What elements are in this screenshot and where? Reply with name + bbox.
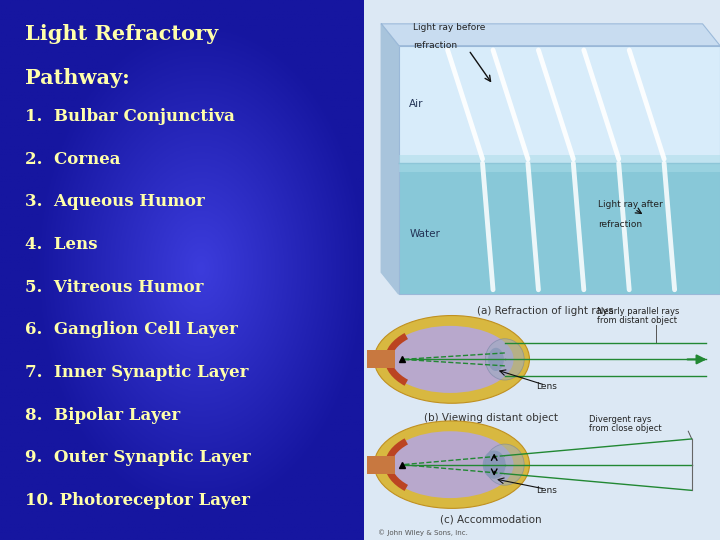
Text: Light Refractory: Light Refractory (25, 24, 219, 44)
Text: (a) Refraction of light rays: (a) Refraction of light rays (477, 306, 613, 316)
Text: refraction: refraction (413, 41, 456, 50)
Text: 4.  Lens: 4. Lens (25, 236, 98, 253)
Text: 8.  Bipolar Layer: 8. Bipolar Layer (25, 407, 181, 423)
Bar (366, 456, 395, 474)
Text: 1.  Bulbar Conjunctiva: 1. Bulbar Conjunctiva (25, 108, 235, 125)
Text: 6.  Ganglion Cell Layer: 6. Ganglion Cell Layer (25, 321, 238, 338)
Polygon shape (382, 24, 399, 294)
Text: (c) Accommodation: (c) Accommodation (440, 515, 541, 524)
Text: © John Wiley & Sons, Inc.: © John Wiley & Sons, Inc. (378, 529, 468, 536)
Text: Air: Air (409, 99, 423, 109)
Ellipse shape (485, 339, 524, 380)
Text: Divergent rays: Divergent rays (590, 415, 652, 424)
Text: Light ray after: Light ray after (598, 200, 662, 209)
Text: 7.  Inner Synaptic Layer: 7. Inner Synaptic Layer (25, 364, 249, 381)
Text: (b) Viewing distant object: (b) Viewing distant object (423, 413, 558, 423)
Text: from distant object: from distant object (596, 316, 677, 325)
Text: Nearly parallel rays: Nearly parallel rays (596, 307, 679, 316)
Text: Water: Water (409, 230, 440, 239)
Ellipse shape (485, 444, 524, 485)
Ellipse shape (387, 431, 513, 498)
Text: refraction: refraction (598, 220, 642, 228)
Bar (399, 154, 720, 172)
Text: Pathway:: Pathway: (25, 68, 130, 87)
Ellipse shape (482, 450, 505, 479)
Bar (399, 46, 720, 163)
Text: Lens: Lens (536, 486, 557, 495)
Bar (399, 163, 720, 294)
Text: 5.  Vitreous Humor: 5. Vitreous Humor (25, 279, 204, 295)
Text: Light ray before: Light ray before (413, 23, 485, 32)
Ellipse shape (374, 315, 529, 403)
Ellipse shape (488, 348, 504, 371)
Ellipse shape (374, 421, 529, 508)
Bar (366, 350, 395, 368)
Bar (399, 46, 720, 294)
Ellipse shape (387, 326, 513, 393)
Text: from close object: from close object (590, 424, 662, 433)
Text: 10. Photoreceptor Layer: 10. Photoreceptor Layer (25, 492, 251, 509)
Text: 3.  Aqueous Humor: 3. Aqueous Humor (25, 193, 205, 210)
Polygon shape (382, 24, 720, 46)
Text: 2.  Cornea: 2. Cornea (25, 151, 121, 167)
Text: 9.  Outer Synaptic Layer: 9. Outer Synaptic Layer (25, 449, 251, 466)
Text: Lens: Lens (536, 382, 557, 391)
